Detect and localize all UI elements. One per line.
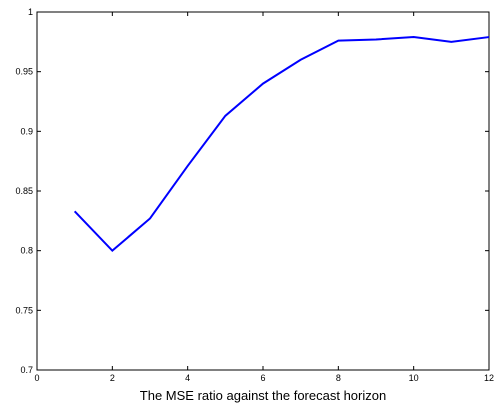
x-tick-label: 4 [185, 373, 190, 383]
x-tick-label: 2 [110, 373, 115, 383]
x-tick-label: 10 [409, 373, 419, 383]
y-tick-label: 0.85 [15, 186, 33, 196]
y-tick-label: 0.7 [20, 365, 33, 375]
x-tick-label: 8 [336, 373, 341, 383]
y-tick-label: 0.95 [15, 67, 33, 77]
x-tick-label: 0 [34, 373, 39, 383]
y-tick-label: 0.75 [15, 305, 33, 315]
y-tick-label: 1 [28, 7, 33, 17]
plot-area-frame [36, 11, 490, 371]
series-layer [73, 36, 490, 253]
x-tick-label: 12 [484, 373, 494, 383]
axis-ticks: 0 2 4 6 8 10 12 0.7 0.75 0.8 0.85 0.9 0.95 1 [15, 7, 494, 383]
x-axis-label: The MSE ratio against the forecast horiz… [140, 388, 386, 403]
y-tick-label: 0.8 [20, 246, 33, 256]
x-tick-label: 6 [260, 373, 265, 383]
y-tick-label: 0.9 [20, 126, 33, 136]
series-line [73, 36, 490, 253]
